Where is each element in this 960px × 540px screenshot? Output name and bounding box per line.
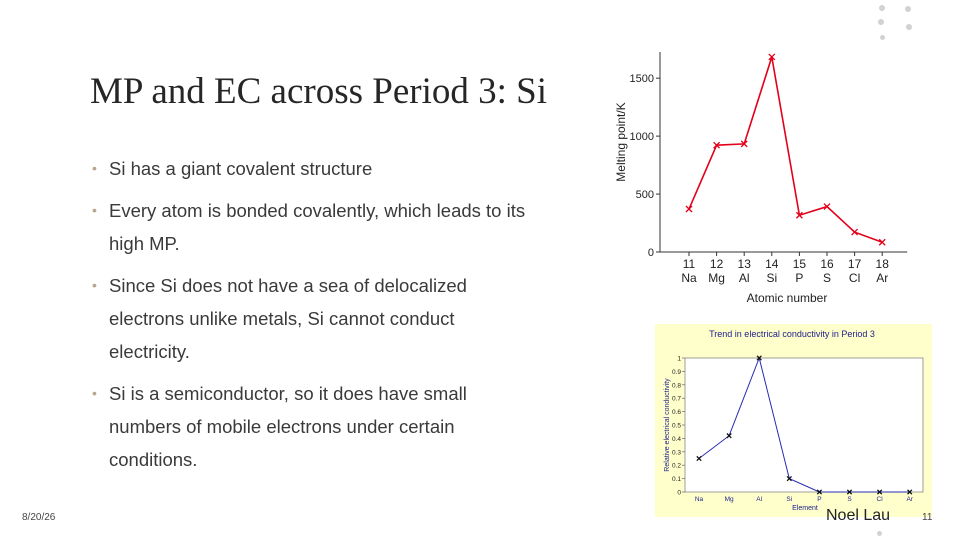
x-category-label: S [847, 496, 852, 503]
x-axis-label: Atomic number [747, 291, 828, 305]
x-category-label: Si [786, 496, 792, 503]
plot-area [684, 357, 924, 493]
y-tick-label: 500 [636, 189, 654, 201]
footer-date: 8/20/26 [22, 512, 56, 523]
chart-title: Trend in electrical conductivity in Peri… [709, 329, 875, 339]
y-tick-label: 0.1 [672, 476, 681, 483]
x-tick-label: 12 [710, 257, 724, 271]
data-point-marker [907, 489, 913, 495]
y-axis-label: Melting point/K [614, 102, 628, 181]
data-point-marker [878, 238, 886, 246]
x-tick-label: 18 [876, 257, 890, 271]
y-tick-label: 1500 [630, 73, 654, 85]
y-tick-label: 1 [677, 356, 681, 363]
x-tick-label: 16 [820, 257, 834, 271]
y-tick-label: 0 [648, 247, 654, 259]
y-tick-label: 0.5 [672, 423, 681, 430]
x-category-label: Na [695, 496, 704, 503]
x-category-label: S [823, 271, 831, 285]
page-number: 11 [922, 512, 933, 523]
y-tick-label: 0 [677, 490, 681, 497]
conductivity-chart-svg: Trend in electrical conductivity in Peri… [664, 329, 924, 512]
data-point-marker [713, 141, 721, 149]
bullet-item: Si is a semiconductor, so it does have s… [92, 377, 532, 476]
x-category-label: Al [756, 496, 762, 503]
y-tick-label: 0.6 [672, 409, 681, 416]
slide-title: MP and EC across Period 3: Si [90, 71, 548, 112]
x-category-label: P [817, 496, 821, 503]
data-point-marker [768, 53, 776, 61]
data-point-marker [756, 355, 762, 361]
data-point-marker [816, 489, 823, 495]
x-axis-label: Element [792, 505, 818, 512]
data-point-marker [685, 205, 693, 213]
bullet-item: Every atom is bonded covalently, which l… [92, 194, 532, 260]
decorative-dot [879, 5, 885, 11]
conductivity-chart: Trend in electrical conductivity in Peri… [655, 324, 932, 517]
y-tick-label: 0.3 [672, 449, 681, 456]
x-category-label: Si [766, 271, 777, 285]
data-point-marker [726, 433, 732, 439]
y-tick-label: 0.7 [672, 396, 681, 403]
x-tick-label: 13 [738, 257, 752, 271]
data-point-marker [696, 455, 702, 462]
data-point-marker [795, 211, 803, 219]
x-category-label: Mg [725, 496, 734, 503]
y-tick-label: 0.8 [672, 382, 681, 389]
x-tick-label: 17 [848, 257, 862, 271]
x-category-label: Cl [877, 496, 884, 503]
y-tick-label: 0.9 [672, 369, 681, 376]
melting-point-series-line [688, 56, 883, 244]
data-point-marker [846, 489, 853, 495]
y-axis-label: Relative electrical conductivity [664, 378, 671, 472]
melting-point-chart: 0 500 1000 1500 11 Na 12 Mg 13 Al 14 Si 15 P 16 S 17 Cl 18… [612, 50, 930, 312]
x-tick-label: 15 [793, 257, 807, 271]
x-category-label: P [795, 271, 803, 285]
data-point-marker [851, 228, 859, 236]
data-point-marker [786, 475, 792, 482]
x-category-label: Al [739, 271, 750, 285]
decorative-dot [877, 531, 882, 536]
conductivity-series-line [698, 356, 910, 493]
data-point-marker [740, 140, 748, 148]
footer-author: Noel Lau [826, 507, 891, 524]
x-category-label: Na [681, 271, 697, 285]
x-category-label: Ar [876, 271, 888, 285]
data-point-marker [823, 203, 831, 211]
x-category-label: Cl [849, 271, 860, 285]
x-category-label: Mg [708, 271, 725, 285]
bullet-item: Si has a giant covalent structure [92, 152, 532, 185]
y-tick-label: 0.4 [672, 436, 681, 443]
decorative-dot [878, 19, 884, 25]
y-tick-label: 1000 [630, 131, 654, 143]
bullet-list: Si has a giant covalent structure Every … [92, 152, 532, 485]
decorative-dot [880, 35, 885, 40]
decorative-dot [906, 24, 912, 30]
bullet-item: Since Si does not have a sea of delocali… [92, 269, 532, 368]
data-point-marker [876, 489, 883, 495]
decorative-dot [905, 6, 911, 12]
x-category-label: Ar [906, 496, 913, 503]
y-tick-label: 0.2 [672, 463, 681, 470]
x-tick-label: 11 [683, 257, 696, 271]
x-tick-label: 14 [765, 257, 779, 271]
